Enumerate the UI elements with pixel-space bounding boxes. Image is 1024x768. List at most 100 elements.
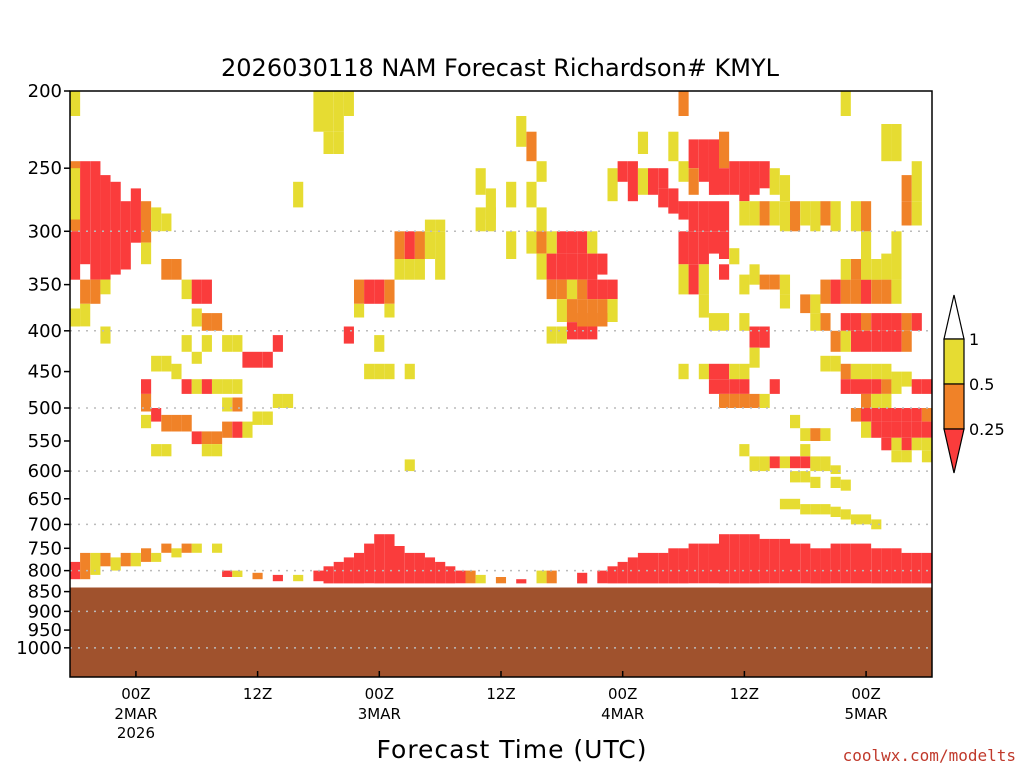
ri-cell bbox=[343, 326, 354, 344]
ri-boundary-cell bbox=[637, 552, 649, 584]
ri-cell bbox=[790, 414, 801, 429]
ri-boundary-cell bbox=[678, 548, 689, 584]
ri-cell bbox=[212, 379, 223, 394]
ri-cell bbox=[861, 379, 872, 394]
ri-cell bbox=[881, 421, 892, 438]
ri-cell bbox=[70, 231, 81, 280]
ri-cell bbox=[810, 456, 821, 472]
ri-cell bbox=[597, 279, 608, 300]
ri-cell bbox=[688, 264, 699, 295]
ri-cell bbox=[222, 335, 233, 352]
ri-cell bbox=[810, 504, 821, 515]
ri-cell bbox=[850, 514, 862, 525]
ri-cell bbox=[861, 514, 872, 525]
ri-boundary-cell bbox=[810, 548, 821, 584]
ri-cell bbox=[232, 421, 243, 438]
ri-cell bbox=[871, 393, 882, 408]
ri-cell bbox=[891, 408, 902, 422]
ri-cell bbox=[891, 421, 902, 438]
ri-cell bbox=[901, 313, 912, 331]
colorbar-tick-label: 0.25 bbox=[969, 420, 1005, 439]
ri-cell bbox=[668, 131, 679, 162]
ri-cell bbox=[627, 161, 638, 202]
y-tick-label: 700 bbox=[28, 514, 62, 535]
ri-cell bbox=[151, 207, 162, 232]
ri-cell bbox=[749, 201, 760, 226]
ri-cell bbox=[810, 313, 821, 331]
ri-cell bbox=[212, 313, 223, 331]
ri-cell bbox=[201, 335, 212, 352]
ri-cell bbox=[201, 279, 212, 304]
ri-cell bbox=[830, 465, 841, 474]
ri-cell bbox=[759, 274, 770, 290]
ri-boundary-cell bbox=[840, 543, 851, 584]
ri-cell bbox=[739, 379, 750, 394]
ri-cell bbox=[769, 379, 780, 394]
ri-cell bbox=[708, 201, 720, 232]
ri-cell bbox=[364, 363, 375, 380]
ri-cell bbox=[232, 397, 243, 412]
ri-boundary-cell bbox=[495, 577, 507, 584]
y-tick-label: 400 bbox=[28, 321, 62, 342]
ri-cell bbox=[790, 471, 801, 483]
ri-boundary-cell bbox=[151, 552, 162, 562]
ri-cell bbox=[384, 279, 395, 304]
ri-cell bbox=[901, 421, 912, 438]
ri-cell bbox=[871, 519, 882, 530]
ri-cell bbox=[151, 408, 162, 422]
ri-cell bbox=[648, 168, 659, 195]
ri-cell bbox=[901, 330, 912, 352]
ri-cell bbox=[891, 379, 902, 394]
ri-boundary-cell bbox=[171, 548, 182, 558]
ri-cell bbox=[688, 201, 699, 232]
ri-cell bbox=[587, 322, 598, 340]
ri-cell bbox=[790, 498, 801, 510]
ri-boundary-cell bbox=[850, 543, 862, 584]
ri-cell bbox=[556, 326, 567, 344]
ri-cell bbox=[911, 421, 922, 438]
ri-cell bbox=[262, 351, 273, 368]
ri-cell bbox=[678, 91, 689, 116]
ri-cell bbox=[871, 259, 882, 280]
ri-cell bbox=[739, 274, 750, 295]
ri-boundary-cell bbox=[779, 538, 791, 584]
y-tick-label: 250 bbox=[28, 158, 62, 179]
ri-cell bbox=[800, 294, 811, 314]
ri-boundary-cell bbox=[830, 543, 841, 584]
ri-cell bbox=[749, 456, 760, 472]
x-axis-label: Forecast Time (UTC) bbox=[377, 735, 648, 764]
ri-cell bbox=[779, 175, 791, 202]
ri-cell bbox=[242, 351, 253, 368]
ri-cell bbox=[141, 414, 152, 429]
ri-cell bbox=[840, 279, 851, 304]
ri-boundary-cell bbox=[577, 572, 588, 584]
ri-cell bbox=[587, 299, 598, 322]
ri-cell bbox=[171, 259, 182, 280]
ri-cell bbox=[921, 408, 933, 422]
ri-cell bbox=[201, 379, 212, 394]
ri-cell bbox=[719, 231, 730, 259]
y-tick-label: 200 bbox=[28, 81, 62, 102]
ri-cell bbox=[891, 330, 902, 352]
ri-boundary-cell bbox=[658, 552, 669, 584]
colorbar-segment-below-0.25 bbox=[943, 428, 965, 474]
ri-boundary-cell bbox=[749, 534, 760, 584]
ri-boundary-cell bbox=[516, 579, 527, 584]
ri-cell bbox=[637, 131, 649, 154]
ri-cell bbox=[120, 201, 131, 270]
ri-cell bbox=[881, 393, 892, 408]
ri-cell bbox=[475, 168, 486, 195]
ri-cell bbox=[506, 181, 517, 208]
ri-boundary-cell bbox=[191, 543, 202, 553]
ri-cell bbox=[475, 207, 486, 232]
ri-cell bbox=[212, 444, 223, 457]
ri-cell bbox=[698, 201, 709, 232]
ri-cell bbox=[70, 168, 81, 220]
ri-cell bbox=[881, 253, 892, 280]
ri-cell bbox=[881, 379, 892, 394]
ri-cell bbox=[556, 253, 567, 280]
ri-boundary-cell bbox=[607, 566, 618, 584]
ri-cell bbox=[830, 201, 841, 232]
ri-cell bbox=[354, 279, 365, 304]
